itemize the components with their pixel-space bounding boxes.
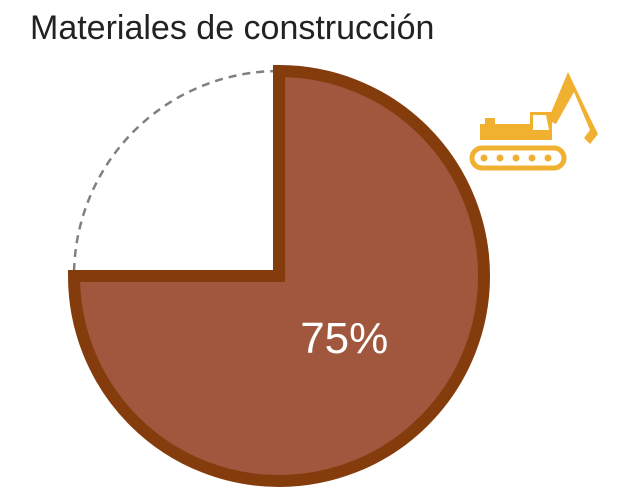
chart-title: Materiales de construcción	[30, 9, 434, 47]
pie-slice	[72, 69, 281, 278]
pie-slice	[67, 64, 490, 487]
excavator-icon	[469, 72, 598, 171]
data-label: 75%	[300, 314, 388, 363]
